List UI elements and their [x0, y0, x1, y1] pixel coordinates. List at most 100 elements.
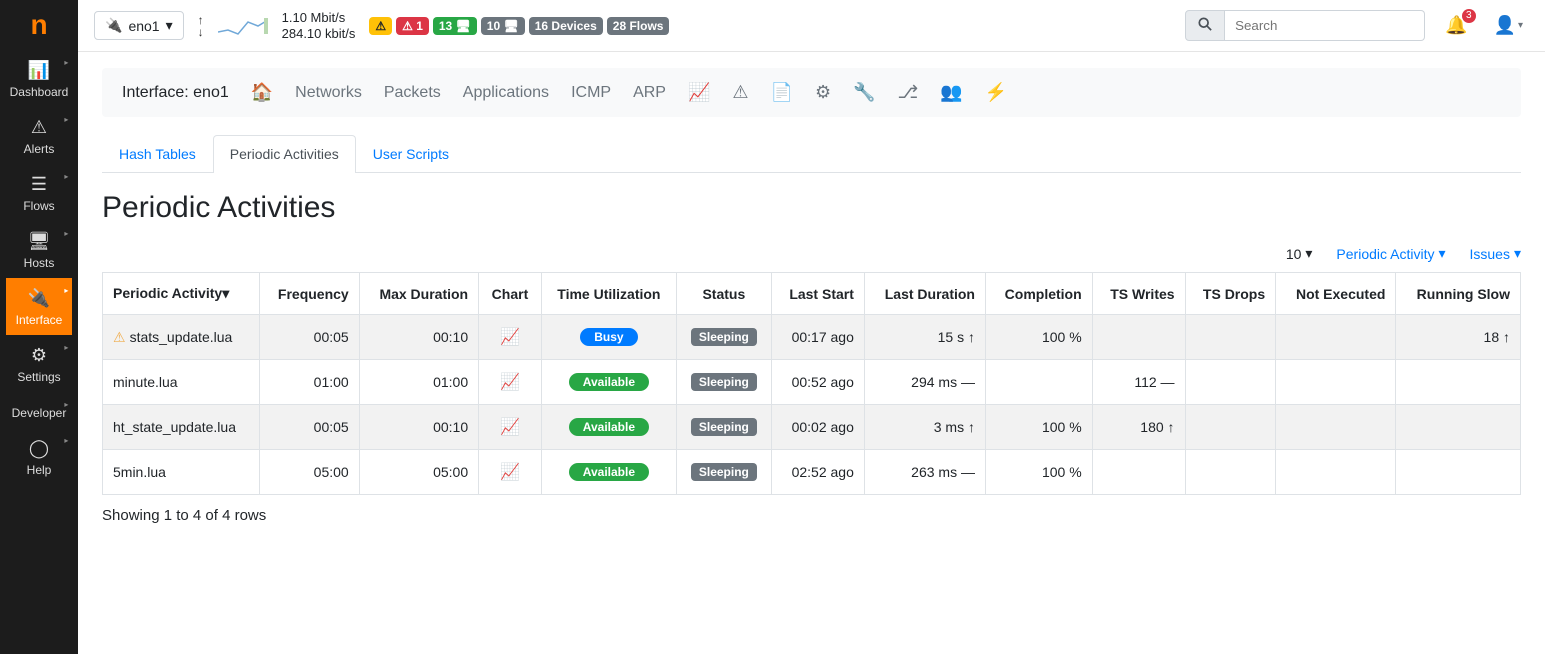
cell-running-slow	[1396, 405, 1521, 450]
logo[interactable]: n	[0, 0, 78, 50]
table-row: 5min.lua05:0005:00📈AvailableSleeping02:5…	[103, 450, 1521, 495]
flows-icon: ☰	[31, 174, 47, 195]
branch-icon[interactable]: ⎇	[898, 82, 919, 103]
cell-max-duration: 05:00	[359, 450, 478, 495]
cell-last-duration: 3 ms ↑	[864, 405, 985, 450]
col-activity[interactable]: Periodic Activity▾	[103, 273, 260, 315]
status-badge[interactable]: 13 🖥	[433, 17, 477, 35]
download-rate: 284.10 kbit/s	[282, 26, 356, 42]
nav-label: Developer	[12, 406, 67, 420]
col-last-start[interactable]: Last Start	[771, 273, 864, 315]
ethernet-icon: 🔌	[105, 17, 122, 34]
col-frequency[interactable]: Frequency	[259, 273, 359, 315]
interface-selector[interactable]: 🔌 eno1 ▾	[94, 11, 184, 40]
cell-frequency: 01:00	[259, 360, 359, 405]
nav-arp[interactable]: ARP	[633, 84, 666, 102]
caret-down-icon: ▾	[166, 17, 173, 34]
caret-down-icon: ▾	[1438, 245, 1445, 262]
nav-developer[interactable]: Developer▸	[6, 392, 73, 428]
status-pill: Sleeping	[691, 373, 757, 391]
cell-completion	[985, 360, 1092, 405]
user-icon: 👤	[1494, 15, 1516, 36]
nav-label: Hosts	[24, 256, 55, 270]
col-not-executed[interactable]: Not Executed	[1276, 273, 1396, 315]
wrench-icon[interactable]: 🔧	[853, 82, 875, 103]
cell-last-start: 00:02 ago	[771, 405, 864, 450]
search-input[interactable]	[1225, 10, 1425, 41]
cell-max-duration: 00:10	[359, 405, 478, 450]
nav-alerts[interactable]: ⚠Alerts▸	[6, 107, 73, 164]
cell-last-start: 02:52 ago	[771, 450, 864, 495]
cell-running-slow	[1396, 450, 1521, 495]
notification-count: 3	[1462, 9, 1476, 23]
status-badge[interactable]: ⚠	[369, 17, 392, 35]
col-ts-drops[interactable]: TS Drops	[1185, 273, 1276, 315]
warning-icon: ⚠	[113, 329, 126, 345]
nav-packets[interactable]: Packets	[384, 84, 441, 102]
col-time-util[interactable]: Time Utilization	[541, 273, 676, 315]
filter-periodic-activity[interactable]: Periodic Activity ▾	[1336, 245, 1445, 262]
chart-link-icon[interactable]: 📈	[500, 419, 520, 436]
cell-chart: 📈	[479, 405, 542, 450]
dashboard-icon: 📊	[28, 60, 50, 81]
status-badge[interactable]: 10 🖥	[481, 17, 525, 35]
col-status[interactable]: Status	[677, 273, 772, 315]
cell-last-start: 00:17 ago	[771, 315, 864, 360]
sub-tabs: Hash Tables Periodic Activities User Scr…	[102, 135, 1521, 173]
document-icon[interactable]: 📄	[771, 82, 793, 103]
cell-last-start: 00:52 ago	[771, 360, 864, 405]
users-icon[interactable]: 👥	[940, 82, 962, 103]
tab-hash-tables[interactable]: Hash Tables	[102, 135, 213, 172]
col-ts-writes[interactable]: TS Writes	[1092, 273, 1185, 315]
nav-icmp[interactable]: ICMP	[571, 84, 611, 102]
col-max-duration[interactable]: Max Duration	[359, 273, 478, 315]
status-badge[interactable]: 28 Flows	[607, 17, 670, 35]
nav-hosts[interactable]: 🖥Hosts▸	[6, 221, 73, 278]
cell-last-duration: 15 s ↑	[864, 315, 985, 360]
bolt-icon[interactable]: ⚡	[985, 82, 1007, 103]
status-badge[interactable]: 16 Devices	[529, 17, 603, 35]
search-button[interactable]	[1185, 10, 1225, 41]
nav-flows[interactable]: ☰Flows▸	[6, 164, 73, 221]
nav-label: Interface	[16, 313, 63, 327]
cell-time-util: Available	[541, 360, 676, 405]
cell-status: Sleeping	[677, 450, 772, 495]
tab-periodic-activities[interactable]: Periodic Activities	[213, 135, 356, 173]
interface-name: eno1	[128, 18, 159, 34]
nav-applications[interactable]: Applications	[463, 84, 549, 102]
status-badge[interactable]: ⚠ 1	[396, 17, 429, 35]
alert-icon[interactable]: ⚠	[732, 82, 748, 103]
gear-icon[interactable]: ⚙	[815, 82, 831, 103]
col-completion[interactable]: Completion	[985, 273, 1092, 315]
user-menu[interactable]: 👤▾	[1488, 15, 1529, 36]
cell-activity: minute.lua	[103, 360, 260, 405]
chart-link-icon[interactable]: 📈	[500, 329, 520, 346]
col-chart[interactable]: Chart	[479, 273, 542, 315]
chart-link-icon[interactable]: 📈	[500, 464, 520, 481]
nav-interface[interactable]: 🔌Interface▸	[6, 278, 73, 335]
tab-user-scripts[interactable]: User Scripts	[356, 135, 466, 172]
page-size-selector[interactable]: 10 ▾	[1286, 245, 1313, 262]
filter-issues[interactable]: Issues ▾	[1470, 245, 1522, 262]
table-row: ⚠stats_update.lua00:0500:10📈BusySleeping…	[103, 315, 1521, 360]
chart-icon[interactable]: 📈	[688, 82, 710, 103]
nav-settings[interactable]: ⚙Settings▸	[6, 335, 73, 392]
home-icon[interactable]: 🏠	[251, 82, 273, 103]
nav-help[interactable]: ◯Help▸	[6, 428, 73, 485]
cell-chart: 📈	[479, 360, 542, 405]
cell-completion: 100 %	[985, 450, 1092, 495]
caret-right-icon: ▸	[64, 436, 68, 445]
notifications-button[interactable]: 🔔 3	[1439, 15, 1473, 36]
nav-networks[interactable]: Networks	[295, 84, 362, 102]
cell-frequency: 00:05	[259, 405, 359, 450]
settings-icon: ⚙	[31, 345, 47, 366]
status-badges: ⚠⚠ 113 🖥10 🖥16 Devices28 Flows	[369, 17, 669, 35]
chart-link-icon[interactable]: 📈	[500, 374, 520, 391]
col-running-slow[interactable]: Running Slow	[1396, 273, 1521, 315]
utilization-pill: Available	[569, 463, 649, 481]
col-last-duration[interactable]: Last Duration	[864, 273, 985, 315]
status-pill: Sleeping	[691, 418, 757, 436]
nav-dashboard[interactable]: 📊Dashboard▸	[6, 50, 73, 107]
utilization-pill: Available	[569, 418, 649, 436]
traffic-arrows-icon: ↑↓	[198, 14, 204, 38]
